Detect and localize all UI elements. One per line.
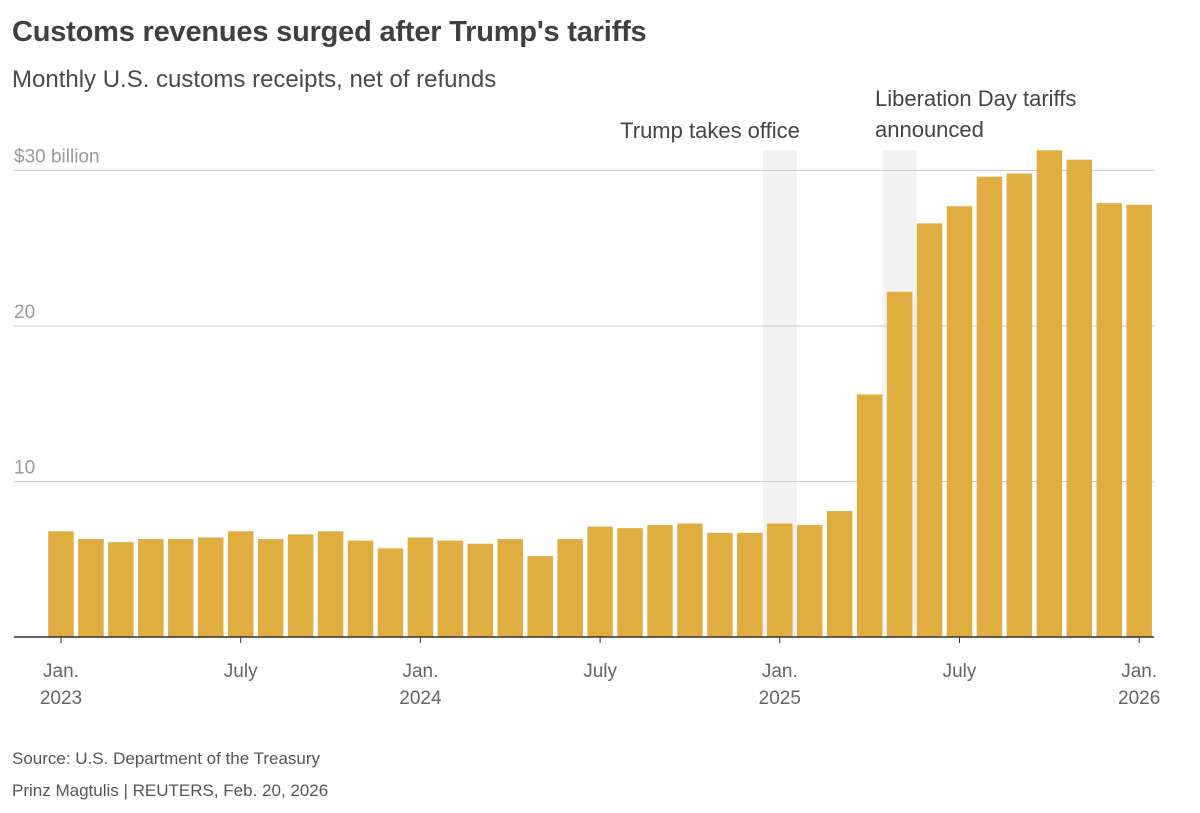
bar-2025-02: [797, 525, 823, 637]
bar-2025-07: [946, 206, 973, 637]
x-tick-year-label: 2025: [759, 688, 801, 709]
bar-2026-01: [1126, 204, 1152, 637]
bar-2025-05: [886, 291, 913, 637]
x-tick-label: July: [583, 661, 617, 682]
bar-2025-03: [826, 511, 853, 637]
credit-line: Prinz Magtulis | REUTERS, Feb. 20, 2026: [12, 781, 329, 800]
x-tick-label: Jan.: [402, 661, 438, 682]
bar-2023-08: [257, 539, 284, 637]
annotation-text-1: Trump takes office: [620, 118, 800, 143]
x-tick-label: Jan.: [762, 661, 798, 682]
x-tick-year-label: 2026: [1118, 688, 1160, 709]
annotation-text-2: announced: [875, 117, 984, 142]
revenue-bar-chart: 10 20 $30 billion Jan. 2023 July Jan. 2024 July…: [14, 86, 1160, 709]
x-tick-year-label: 2023: [40, 688, 82, 709]
bar-2025-10: [1036, 150, 1063, 637]
bar-2024-03: [467, 543, 494, 637]
x-tick-year-label: 2024: [399, 688, 442, 709]
y-tick-label: 20: [14, 302, 35, 323]
bar-2025-01: [767, 523, 793, 637]
bar-2024-08: [617, 528, 643, 637]
y-tick-label: 10: [14, 458, 35, 479]
bar-2024-02: [437, 540, 464, 637]
bar-2023-04: [138, 539, 164, 637]
x-tick-label: July: [943, 661, 977, 682]
annotation-text-2: Liberation Day tariffs: [875, 86, 1076, 111]
bar-series: [48, 150, 1152, 638]
bar-2024-12: [737, 532, 763, 637]
bar-2025-08: [976, 176, 1003, 637]
bar-2023-01: [48, 531, 74, 637]
bar-2025-06: [916, 223, 943, 637]
bar-2023-07: [227, 531, 254, 637]
bar-2023-03: [108, 542, 134, 637]
bar-2023-02: [78, 539, 104, 637]
bar-2024-04: [497, 539, 523, 637]
x-tick-label: Jan.: [1121, 661, 1157, 682]
x-tick-label: July: [224, 661, 258, 682]
chart-subtitle: Monthly U.S. customs receipts, net of re…: [12, 66, 497, 93]
annotations: Trump takes office Liberation Day tariffs…: [620, 86, 1076, 143]
bar-2023-12: [377, 548, 404, 637]
bar-2023-05: [168, 539, 194, 637]
bar-2024-06: [557, 539, 583, 637]
bar-2025-04: [856, 394, 883, 637]
bar-2025-09: [1006, 173, 1033, 638]
bar-2024-05: [527, 556, 553, 637]
bar-2023-09: [287, 534, 314, 637]
bar-2025-11: [1066, 159, 1093, 637]
bar-2023-11: [347, 540, 374, 637]
bar-2023-10: [317, 531, 344, 637]
bar-2024-09: [647, 525, 673, 637]
bar-2024-11: [707, 532, 733, 637]
bar-2023-06: [198, 537, 224, 637]
bar-2025-12: [1096, 203, 1122, 637]
bar-2024-10: [677, 523, 703, 637]
bar-2024-07: [587, 526, 613, 637]
x-tick-label: Jan.: [43, 661, 79, 682]
bar-2024-01: [407, 537, 434, 637]
source-note: Source: U.S. Department of the Treasury: [12, 749, 321, 768]
y-tick-label: $30 billion: [14, 147, 100, 168]
x-axis: Jan. 2023 July Jan. 2024 July Jan. 2025 July Jan.…: [14, 636, 1160, 709]
chart-title: Customs revenues surged after Trump's ta…: [12, 16, 647, 48]
